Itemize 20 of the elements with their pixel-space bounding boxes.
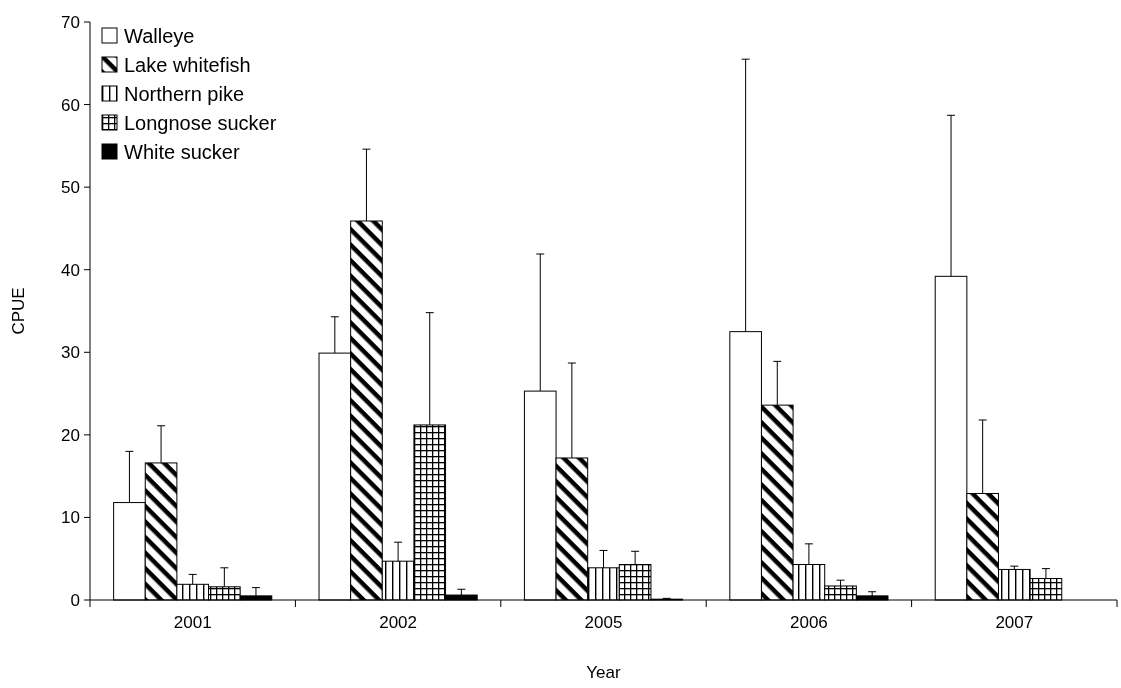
legend-label: Longnose sucker: [124, 112, 277, 134]
legend-label: Northern pike: [124, 83, 245, 105]
y-axis-title: CPUE: [9, 287, 28, 335]
y-tick-label: 70: [61, 12, 80, 32]
x-axis-title: Year: [586, 663, 622, 682]
y-tick-label: 40: [61, 260, 80, 280]
x-tick-label: 2006: [789, 613, 828, 632]
legend-label: Walleye: [124, 25, 195, 47]
y-tick-label: 60: [61, 95, 80, 115]
y-tick-label: 0: [70, 590, 80, 610]
y-tick-label: 30: [61, 343, 80, 363]
legend-label: White sucker: [124, 141, 240, 163]
x-tick-label: 2007: [995, 613, 1034, 632]
legend-label: Lake whitefish: [124, 54, 251, 76]
y-tick-label: 50: [61, 178, 80, 198]
x-tick-label: 2002: [379, 613, 418, 632]
y-tick-label: 10: [61, 508, 80, 528]
x-tick-label: 2005: [584, 613, 623, 632]
y-tick-label: 20: [61, 425, 80, 445]
x-tick-label: 2001: [173, 613, 212, 632]
